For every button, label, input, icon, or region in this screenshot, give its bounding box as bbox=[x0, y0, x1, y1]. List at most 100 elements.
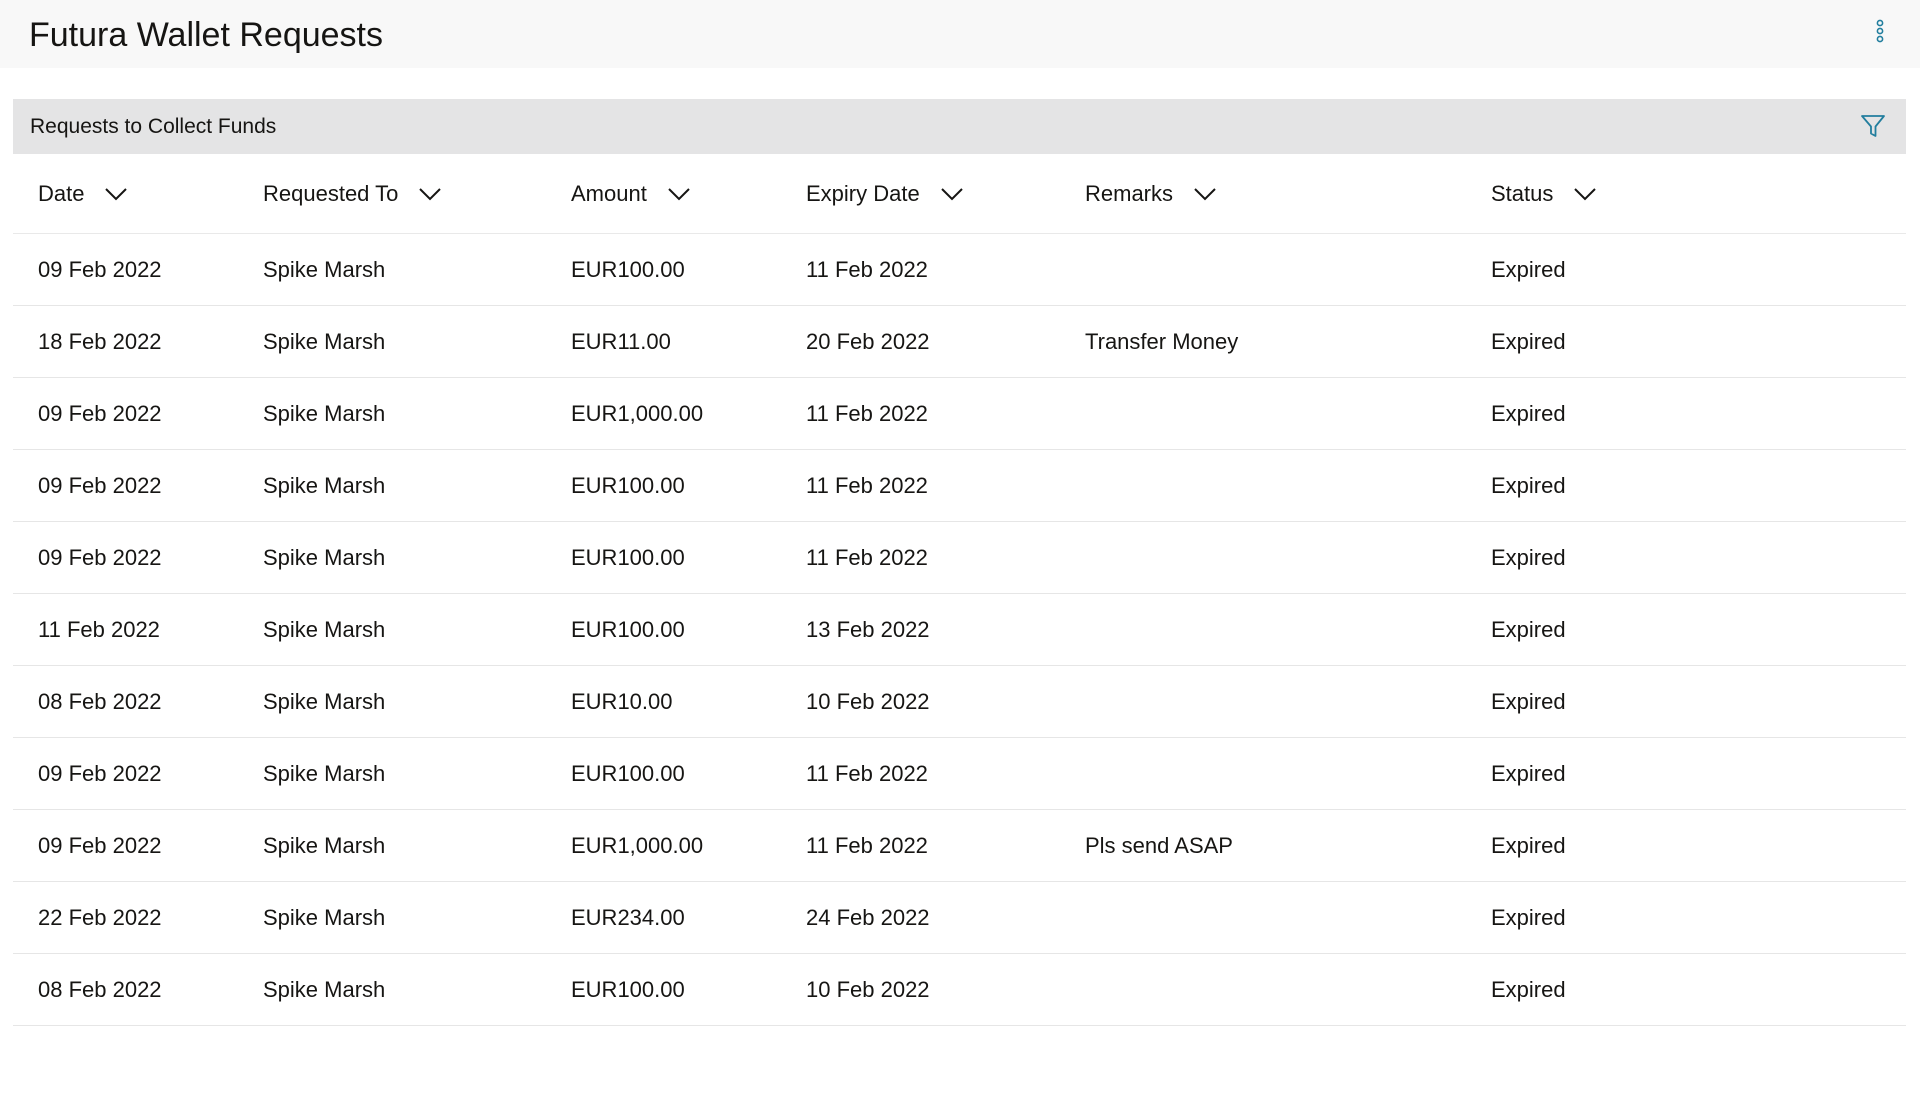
status-badge: Expired bbox=[1466, 953, 1906, 1026]
cell-amount: EUR10.00 bbox=[546, 665, 781, 738]
chevron-down-icon[interactable] bbox=[418, 187, 442, 201]
cell-date: 09 Feb 2022 bbox=[13, 521, 238, 594]
cell-date: 22 Feb 2022 bbox=[13, 881, 238, 954]
column-header-label: Date bbox=[38, 180, 85, 206]
status-badge: Expired bbox=[1466, 449, 1906, 522]
cell-expiry-date: 10 Feb 2022 bbox=[781, 953, 1060, 1026]
cell-requested-to: Spike Marsh bbox=[238, 737, 546, 810]
panel-header: Requests to Collect Funds bbox=[13, 99, 1906, 154]
table-row[interactable]: 18 Feb 2022 Spike Marsh EUR11.00 20 Feb … bbox=[13, 305, 1906, 378]
chevron-down-icon[interactable] bbox=[667, 187, 691, 201]
table-row[interactable]: 09 Feb 2022 Spike Marsh EUR100.00 11 Feb… bbox=[13, 449, 1906, 522]
cell-expiry-date: 24 Feb 2022 bbox=[781, 881, 1060, 954]
column-header-date[interactable]: Date bbox=[13, 154, 238, 234]
cell-expiry-date: 13 Feb 2022 bbox=[781, 593, 1060, 666]
cell-amount: EUR1,000.00 bbox=[546, 809, 781, 882]
column-header-label: Requested To bbox=[263, 180, 399, 206]
column-header-label: Remarks bbox=[1085, 180, 1174, 206]
table-row[interactable]: 09 Feb 2022 Spike Marsh EUR100.00 11 Feb… bbox=[13, 521, 1906, 594]
cell-date: 09 Feb 2022 bbox=[13, 377, 238, 450]
table-row[interactable]: 09 Feb 2022 Spike Marsh EUR100.00 11 Feb… bbox=[13, 233, 1906, 306]
cell-remarks bbox=[1060, 593, 1466, 666]
cell-amount: EUR100.00 bbox=[546, 449, 781, 522]
status-badge: Expired bbox=[1466, 665, 1906, 738]
cell-date: 08 Feb 2022 bbox=[13, 665, 238, 738]
column-header-label: Amount bbox=[571, 180, 647, 206]
panel-title: Requests to Collect Funds bbox=[30, 115, 277, 138]
column-header-expiry-date[interactable]: Expiry Date bbox=[781, 154, 1060, 234]
cell-remarks bbox=[1060, 881, 1466, 954]
table-row[interactable]: 09 Feb 2022 Spike Marsh EUR100.00 11 Feb… bbox=[13, 737, 1906, 810]
cell-requested-to: Spike Marsh bbox=[238, 305, 546, 378]
status-badge: Expired bbox=[1466, 305, 1906, 378]
cell-amount: EUR100.00 bbox=[546, 737, 781, 810]
cell-expiry-date: 10 Feb 2022 bbox=[781, 665, 1060, 738]
cell-expiry-date: 11 Feb 2022 bbox=[781, 233, 1060, 306]
table-row[interactable]: 09 Feb 2022 Spike Marsh EUR1,000.00 11 F… bbox=[13, 809, 1906, 882]
column-header-amount[interactable]: Amount bbox=[546, 154, 781, 234]
cell-remarks bbox=[1060, 665, 1466, 738]
cell-amount: EUR1,000.00 bbox=[546, 377, 781, 450]
cell-requested-to: Spike Marsh bbox=[238, 881, 546, 954]
cell-requested-to: Spike Marsh bbox=[238, 593, 546, 666]
cell-expiry-date: 11 Feb 2022 bbox=[781, 449, 1060, 522]
status-badge: Expired bbox=[1466, 377, 1906, 450]
cell-date: 09 Feb 2022 bbox=[13, 233, 238, 306]
cell-expiry-date: 11 Feb 2022 bbox=[781, 737, 1060, 810]
table-row[interactable]: 08 Feb 2022 Spike Marsh EUR100.00 10 Feb… bbox=[13, 953, 1906, 1026]
cell-remarks bbox=[1060, 521, 1466, 594]
cell-date: 09 Feb 2022 bbox=[13, 737, 238, 810]
cell-requested-to: Spike Marsh bbox=[238, 377, 546, 450]
chevron-down-icon[interactable] bbox=[940, 187, 964, 201]
table-row[interactable]: 22 Feb 2022 Spike Marsh EUR234.00 24 Feb… bbox=[13, 881, 1906, 954]
cell-amount: EUR11.00 bbox=[546, 305, 781, 378]
table-row[interactable]: 08 Feb 2022 Spike Marsh EUR10.00 10 Feb … bbox=[13, 665, 1906, 738]
column-header-label: Status bbox=[1491, 180, 1554, 206]
cell-expiry-date: 20 Feb 2022 bbox=[781, 305, 1060, 378]
cell-amount: EUR100.00 bbox=[546, 233, 781, 306]
cell-requested-to: Spike Marsh bbox=[238, 665, 546, 738]
cell-requested-to: Spike Marsh bbox=[238, 521, 546, 594]
column-header-label: Expiry Date bbox=[806, 180, 920, 206]
cell-amount: EUR100.00 bbox=[546, 953, 781, 1026]
kebab-vertical-icon[interactable] bbox=[1870, 18, 1890, 46]
chevron-down-icon[interactable] bbox=[1573, 187, 1597, 201]
column-header-status[interactable]: Status bbox=[1466, 154, 1906, 234]
cell-amount: EUR234.00 bbox=[546, 881, 781, 954]
column-header-remarks[interactable]: Remarks bbox=[1060, 154, 1466, 234]
cell-date: 18 Feb 2022 bbox=[13, 305, 238, 378]
cell-amount: EUR100.00 bbox=[546, 593, 781, 666]
chevron-down-icon[interactable] bbox=[1193, 187, 1217, 201]
filter-icon[interactable] bbox=[1858, 111, 1888, 141]
cell-expiry-date: 11 Feb 2022 bbox=[781, 521, 1060, 594]
requests-table: Date Requested To Amount Expiry Date Rem… bbox=[13, 154, 1906, 1026]
cell-remarks bbox=[1060, 449, 1466, 522]
cell-date: 11 Feb 2022 bbox=[13, 593, 238, 666]
cell-date: 08 Feb 2022 bbox=[13, 953, 238, 1026]
cell-remarks bbox=[1060, 737, 1466, 810]
cell-remarks: Transfer Money bbox=[1060, 305, 1466, 378]
status-badge: Expired bbox=[1466, 809, 1906, 882]
cell-expiry-date: 11 Feb 2022 bbox=[781, 377, 1060, 450]
cell-requested-to: Spike Marsh bbox=[238, 953, 546, 1026]
cell-date: 09 Feb 2022 bbox=[13, 809, 238, 882]
page-title: Futura Wallet Requests bbox=[29, 16, 383, 54]
status-badge: Expired bbox=[1466, 881, 1906, 954]
cell-requested-to: Spike Marsh bbox=[238, 809, 546, 882]
chevron-down-icon[interactable] bbox=[104, 187, 128, 201]
cell-remarks: Pls send ASAP bbox=[1060, 809, 1466, 882]
column-header-requested-to[interactable]: Requested To bbox=[238, 154, 546, 234]
cell-amount: EUR100.00 bbox=[546, 521, 781, 594]
table-header-row: Date Requested To Amount Expiry Date Rem… bbox=[13, 154, 1906, 234]
cell-requested-to: Spike Marsh bbox=[238, 449, 546, 522]
status-badge: Expired bbox=[1466, 521, 1906, 594]
status-badge: Expired bbox=[1466, 593, 1906, 666]
status-badge: Expired bbox=[1466, 233, 1906, 306]
status-badge: Expired bbox=[1466, 737, 1906, 810]
table-row[interactable]: 09 Feb 2022 Spike Marsh EUR1,000.00 11 F… bbox=[13, 377, 1906, 450]
cell-remarks bbox=[1060, 953, 1466, 1026]
page-header: Futura Wallet Requests bbox=[0, 0, 1920, 68]
cell-requested-to: Spike Marsh bbox=[238, 233, 546, 306]
cell-remarks bbox=[1060, 377, 1466, 450]
table-row[interactable]: 11 Feb 2022 Spike Marsh EUR100.00 13 Feb… bbox=[13, 593, 1906, 666]
